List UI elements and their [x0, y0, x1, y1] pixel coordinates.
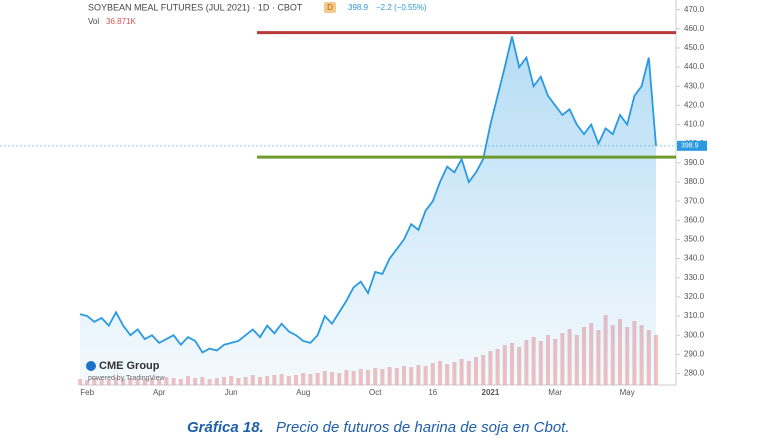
x-tick-label: 16: [428, 388, 437, 397]
x-tick-label: 2021: [482, 388, 500, 397]
y-tick-label: 290.0: [684, 349, 705, 358]
y-tick-label: 300.0: [684, 330, 705, 339]
x-tick-label: Jun: [225, 388, 238, 397]
volume-label: 36.871K: [106, 17, 136, 26]
x-tick-label: Aug: [296, 388, 310, 397]
price-line: [79, 36, 657, 354]
y-tick-label: 380.0: [684, 177, 705, 186]
y-tick-label: 430.0: [684, 81, 705, 90]
logo-icon: [86, 361, 96, 371]
y-tick-label: 410.0: [684, 120, 705, 129]
y-tick-label: 360.0: [684, 215, 705, 224]
y-tick-label: 340.0: [684, 254, 705, 263]
last-value: 398.9: [348, 3, 369, 12]
last-change: −2.2 (−0.55%): [376, 3, 427, 12]
x-tick-label: Mar: [548, 388, 562, 397]
y-tick-label: 310.0: [684, 311, 705, 320]
x-tick-label: Oct: [369, 388, 382, 397]
y-tick-label: 280.0: [684, 369, 705, 378]
y-tick-label: 370.0: [684, 196, 705, 205]
y-tick-label: 470.0: [684, 5, 705, 14]
logo: CME Group: [99, 360, 160, 372]
y-tick-label: 350.0: [684, 235, 705, 244]
price-tag-label: 398.9: [681, 143, 699, 150]
y-tick-label: 420.0: [684, 101, 705, 110]
area: [80, 36, 656, 385]
badge: [324, 2, 336, 13]
chart-title: SOYBEAN MEAL FUTURES (JUL 2021) · 1D · C…: [88, 2, 303, 12]
x-tick-label: May: [620, 388, 635, 397]
y-tick-label: 450.0: [684, 43, 705, 52]
price-tag: [677, 140, 707, 151]
x-tick-label: Feb: [80, 388, 94, 397]
caption-number: Gráfica 18.: [187, 419, 264, 436]
y-tick-label: 440.0: [684, 62, 705, 71]
powered-by: powered by TradingView: [88, 375, 165, 382]
caption: Precio de futuros de harina de soja en C…: [276, 419, 570, 436]
y-tick-label: 460.0: [684, 24, 705, 33]
badge-text: D: [327, 3, 333, 12]
volume-name: Vol: [88, 17, 99, 26]
y-tick-label: 320.0: [684, 292, 705, 301]
y-tick-label: 390.0: [684, 158, 705, 167]
x-tick-label: Apr: [153, 388, 166, 397]
y-tick-label: 330.0: [684, 273, 705, 282]
